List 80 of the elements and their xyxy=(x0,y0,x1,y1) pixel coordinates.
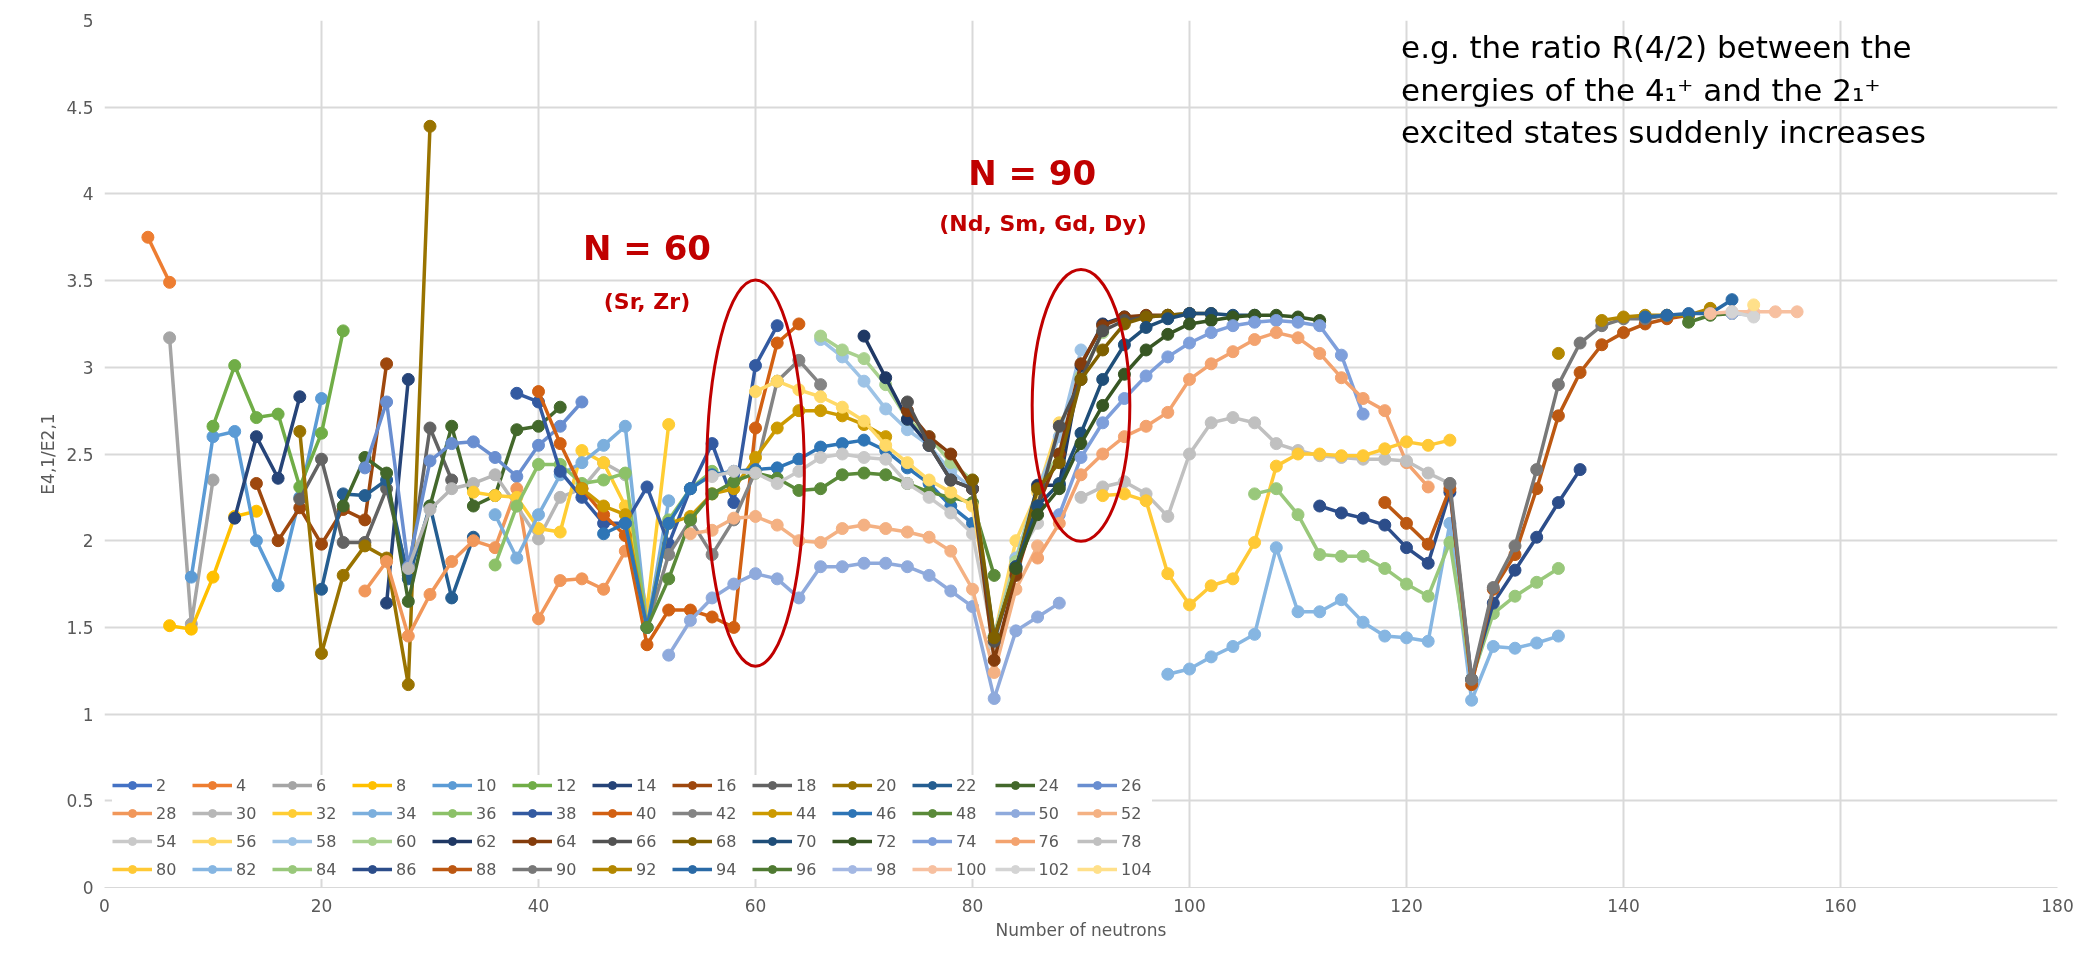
legend-label: 104 xyxy=(1121,859,1152,879)
legend-label: 44 xyxy=(796,803,818,823)
legend-label: 38 xyxy=(556,803,578,823)
legend-label: 14 xyxy=(636,775,658,795)
legend-label: 4 xyxy=(236,775,248,795)
y-tick-label: 0.5 xyxy=(66,791,94,812)
legend-label: 88 xyxy=(476,859,498,879)
legend-label: 36 xyxy=(476,803,498,823)
legend-label: 84 xyxy=(316,859,338,879)
legend-label: 22 xyxy=(956,775,978,795)
x-tick-label: 40 xyxy=(527,895,550,916)
legend-label: 42 xyxy=(716,803,738,823)
legend-label: 62 xyxy=(476,831,498,851)
legend-label: 30 xyxy=(236,803,258,823)
legend-label: 20 xyxy=(876,775,898,795)
legend-label: 32 xyxy=(316,803,338,823)
y-tick-label: 5 xyxy=(82,11,94,31)
legend-label: 70 xyxy=(796,831,818,851)
legend-label: 24 xyxy=(1038,775,1060,795)
legend-label: 54 xyxy=(156,831,178,851)
annotation: (Nd, Sm, Gd, Dy) xyxy=(939,210,1147,236)
y-tick-label: 1 xyxy=(82,704,94,725)
annotation: (Sr, Zr) xyxy=(603,288,691,314)
legend-label: 66 xyxy=(636,831,658,851)
x-tick-label: 160 xyxy=(1824,895,1857,916)
legend-label: 58 xyxy=(316,831,338,851)
legend-label: 16 xyxy=(716,775,738,795)
x-axis-title: Number of neutrons xyxy=(995,919,1167,940)
legend-label: 90 xyxy=(556,859,578,879)
legend-label: 12 xyxy=(556,775,578,795)
legend-label: 80 xyxy=(156,859,178,879)
y-axis-title: E4,1/E2,1 xyxy=(38,413,59,495)
x-tick-label: 80 xyxy=(961,895,984,916)
legend-label: 98 xyxy=(876,859,898,879)
legend-label: 56 xyxy=(236,831,258,851)
legend-label: 78 xyxy=(1121,831,1143,851)
x-tick-label: 140 xyxy=(1607,895,1640,916)
annotation: N = 60 xyxy=(583,227,711,268)
x-tick-label: 0 xyxy=(99,895,110,916)
y-tick-label: 0 xyxy=(82,878,94,898)
x-tick-label: 120 xyxy=(1390,895,1423,916)
legend-label: 28 xyxy=(156,803,178,823)
legend-label: 96 xyxy=(796,859,818,879)
legend-label: 68 xyxy=(716,831,738,851)
legend-label: 102 xyxy=(1038,859,1070,879)
legend-label: 82 xyxy=(236,859,258,879)
legend-label: 72 xyxy=(876,831,898,851)
legend-label: 94 xyxy=(716,859,738,879)
y-tick-label: 4.5 xyxy=(66,97,94,118)
y-tick-label: 2 xyxy=(82,531,94,552)
legend-label: 34 xyxy=(396,803,418,823)
y-tick-label: 1.5 xyxy=(66,617,94,638)
legend-label: 6 xyxy=(316,775,328,795)
legend-label: 26 xyxy=(1121,775,1143,795)
legend-label: 60 xyxy=(396,831,418,851)
legend-label: 76 xyxy=(1038,831,1060,851)
y-tick-label: 3 xyxy=(82,357,94,378)
legend-label: 48 xyxy=(956,803,978,823)
annotation: N = 90 xyxy=(968,153,1097,194)
legend-label: 86 xyxy=(396,859,418,879)
legend-label: 52 xyxy=(1121,803,1143,823)
legend-label: 50 xyxy=(1038,803,1060,823)
legend-label: 64 xyxy=(556,831,578,851)
legend-label: 40 xyxy=(636,803,658,823)
y-tick-label: 2.5 xyxy=(66,444,94,465)
annotation: e.g. the ratio R(4/2) between the energies of the 4₁⁺ and the 2₁⁺ excited states suddenly increases xyxy=(1401,29,1926,151)
y-tick-label: 3.5 xyxy=(66,271,94,292)
legend-label: 100 xyxy=(956,859,987,879)
legend-label: 18 xyxy=(796,775,818,795)
x-tick-label: 20 xyxy=(310,895,333,916)
legend-label: 2 xyxy=(156,775,168,795)
legend-label: 92 xyxy=(636,859,658,879)
legend-label: 10 xyxy=(476,775,498,795)
legend-label: 8 xyxy=(396,775,408,795)
x-tick-label: 180 xyxy=(2041,895,2074,916)
y-tick-label: 4 xyxy=(82,184,94,205)
legend-label: 74 xyxy=(956,831,978,851)
x-tick-label: 60 xyxy=(744,895,767,916)
x-tick-label: 100 xyxy=(1173,895,1206,916)
legend-label: 46 xyxy=(876,803,898,823)
